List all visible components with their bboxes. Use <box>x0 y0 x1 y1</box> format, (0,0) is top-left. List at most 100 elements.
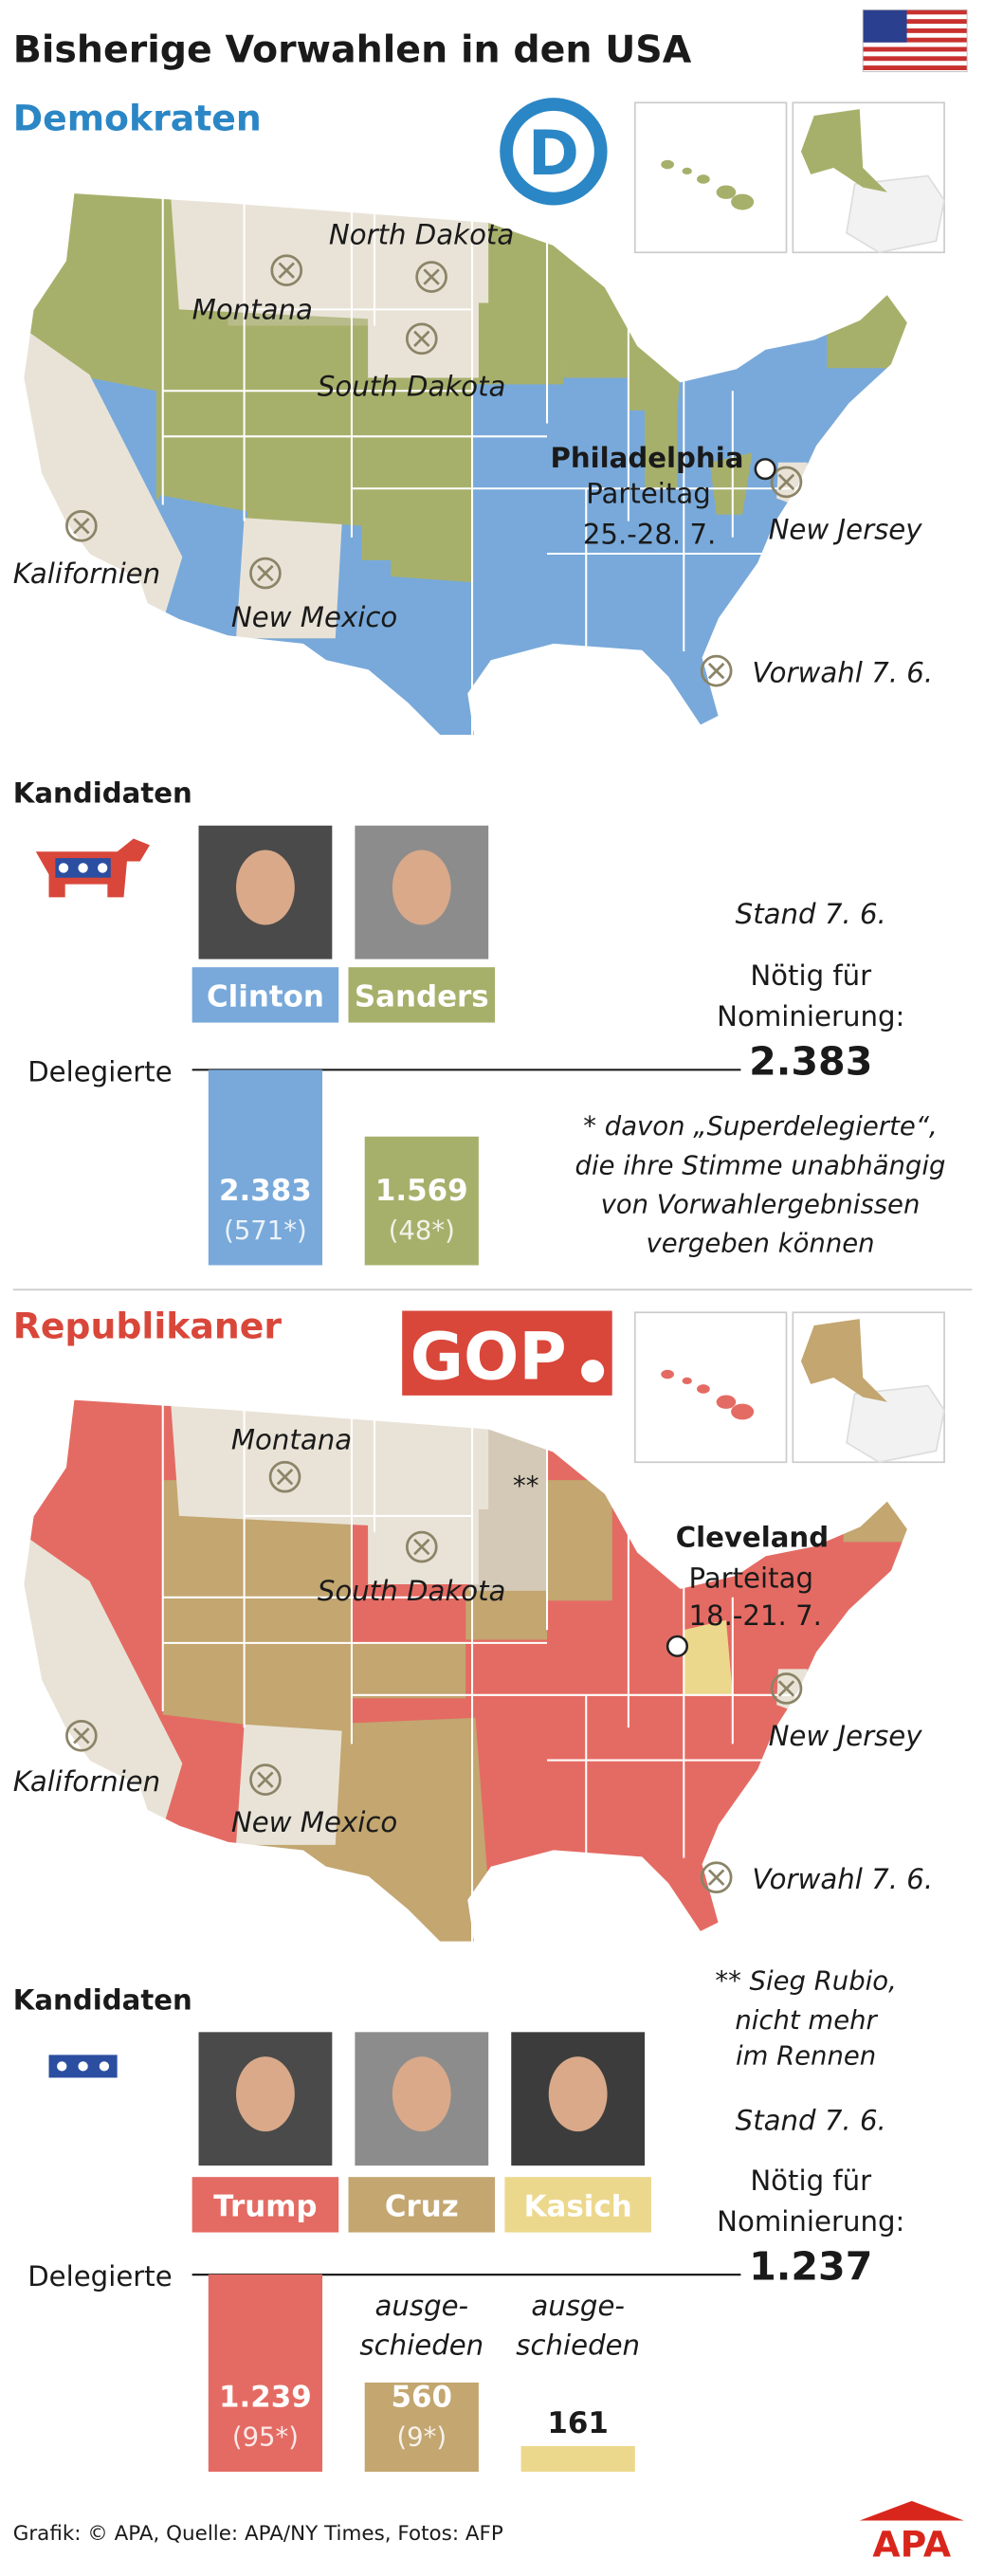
state-label: Montana <box>231 1424 352 1456</box>
superdelegate-label: (95*) <box>232 2423 299 2453</box>
hawaii-island <box>682 1377 692 1384</box>
bar-note: schieden <box>516 2329 640 2361</box>
convention-city: Philadelphia <box>550 442 743 474</box>
threshold-text: Nominierung: <box>717 1000 904 1032</box>
state-region <box>351 1642 466 1699</box>
convention-dot <box>754 458 776 481</box>
footer-credit: Grafik: © APA, Quelle: APA/NY Times, Fot… <box>13 2522 503 2546</box>
state-label: New Jersey <box>769 1720 923 1752</box>
state-label: North Dakota <box>329 219 514 251</box>
convention-text: 18.-21. 7. <box>688 1599 821 1632</box>
threshold-label: 1.237 <box>749 2243 872 2289</box>
primary-marker-x <box>73 1727 90 1745</box>
candidate-name: Trump <box>213 2189 317 2223</box>
state-region <box>563 257 629 378</box>
state-label: New Mexico <box>231 601 397 633</box>
hawaii-island <box>731 1403 755 1420</box>
superdelegate-label: (571*) <box>224 1216 307 1246</box>
convention-text: Parteitag <box>586 478 711 510</box>
bar <box>208 1069 323 1266</box>
bar-value-label: 161 <box>547 2406 609 2440</box>
state-label: Kalifornien <box>13 1765 160 1798</box>
convention-dot <box>666 1635 689 1657</box>
state-region <box>351 1584 466 1643</box>
state-region <box>361 427 473 560</box>
hawaii-island <box>716 185 737 199</box>
apa-logo-roof <box>859 2500 964 2521</box>
bar-value-label: 560 <box>392 2380 453 2414</box>
photo-face <box>236 2056 295 2132</box>
section-heading: Demokraten <box>13 97 262 138</box>
convention-text: Parteitag <box>688 1562 813 1594</box>
state-label: New Mexico <box>231 1806 397 1838</box>
star <box>58 863 69 873</box>
map-legend: Vorwahl 7. 6. <box>752 1863 933 1895</box>
star <box>78 2061 88 2072</box>
state-region <box>628 289 687 411</box>
status-date: Stand 7. 6. <box>736 898 886 930</box>
flag-stripe <box>863 65 968 71</box>
candidate-name: Kasich <box>524 2189 632 2223</box>
footnote-marker: ** <box>513 1472 538 1502</box>
candidates-heading: Kandidaten <box>13 777 192 810</box>
flag-stripe <box>863 37 968 43</box>
flag-stripe <box>863 9 968 15</box>
bar-note: schieden <box>359 2329 483 2361</box>
primary-marker-x <box>73 518 90 535</box>
flag-border <box>862 9 968 73</box>
primary-marker <box>65 1719 98 1752</box>
candidate-photo <box>511 2032 646 2166</box>
bar-note: ausge- <box>531 2290 625 2322</box>
state-borders <box>161 1401 814 1943</box>
footnote: ** Sieg Rubio, <box>715 1967 896 1997</box>
candidate-photo <box>355 825 489 959</box>
party-logo-box <box>402 1310 612 1396</box>
flag-stripe <box>863 56 968 62</box>
hawaii-island <box>682 167 692 175</box>
primary-marker-x <box>276 1469 294 1486</box>
axis-label: Delegierte <box>27 1055 173 1087</box>
bar-value-label: 1.569 <box>375 1174 468 1208</box>
state-pending <box>171 198 374 320</box>
footnote: die ihre Stimme unabhängig <box>575 1151 946 1180</box>
state-region <box>465 1587 548 1640</box>
state-label: South Dakota <box>318 1575 506 1607</box>
state-pending <box>236 1724 342 1845</box>
map-outline <box>21 1397 910 1945</box>
state-label: Kalifornien <box>13 557 160 590</box>
primary-marker-x <box>413 330 430 347</box>
candidate-button <box>504 2177 651 2233</box>
state-region <box>709 452 753 515</box>
primary-marker <box>700 1861 733 1894</box>
threshold-label: 2.383 <box>749 1039 872 1085</box>
convention-text: 25.-28. 7. <box>583 519 717 551</box>
footnote: von Vorwahlergebnissen <box>601 1191 921 1220</box>
primary-marker-x <box>257 564 274 582</box>
candidate-photo <box>355 2032 489 2166</box>
state-pending <box>374 208 489 303</box>
apa-logo: APA <box>872 2523 951 2565</box>
hawaii-island <box>697 1384 710 1394</box>
bar-note: ausge- <box>374 2290 468 2322</box>
footnote: im Rennen <box>736 2042 876 2072</box>
bar <box>364 2382 479 2473</box>
primary-marker <box>249 557 282 590</box>
photo-face <box>236 850 295 925</box>
bar-value-label: 2.383 <box>219 1174 312 1208</box>
primary-marker <box>700 654 733 687</box>
primary-marker-x <box>413 1538 430 1556</box>
state-pending <box>236 518 342 639</box>
bar <box>364 1136 479 1266</box>
flag-stripe <box>863 27 968 33</box>
inset-hawaii <box>633 101 788 254</box>
page-title: Bisherige Vorwahlen in den USA <box>13 27 692 71</box>
inset-us-outline <box>846 1384 945 1464</box>
primary-marker-x <box>257 1771 274 1788</box>
flag-stripe <box>863 46 968 52</box>
star <box>57 2061 67 2072</box>
photo-face <box>392 850 451 925</box>
candidate-photo <box>198 2032 333 2166</box>
primary-marker <box>770 466 803 499</box>
primary-marker <box>405 322 438 356</box>
flag-stripe <box>863 19 968 25</box>
